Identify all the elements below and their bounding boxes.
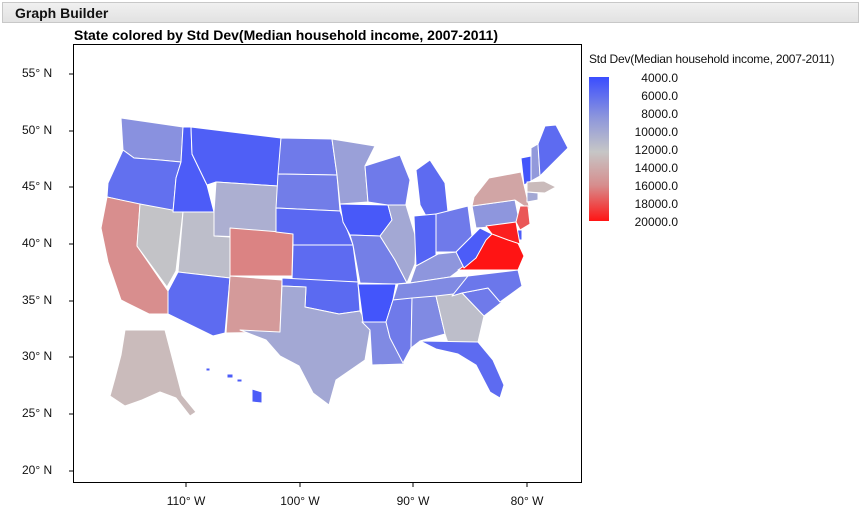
state-arizona[interactable] [167,271,231,337]
y-tick-25n: 25° N [22,406,53,420]
legend-label: 8000.0 [641,107,678,121]
state-massachusetts[interactable] [526,180,557,194]
y-tick-30n: 30° N [22,349,53,363]
legend-label: 4000.0 [641,71,678,85]
legend-label: 6000.0 [641,89,678,103]
y-tick-40n: 40° N [22,236,53,250]
y-tick-35n: 35° N [22,293,53,307]
state-hawaii[interactable] [205,367,263,404]
state-west-virginia[interactable] [455,227,493,269]
legend-label: 14000.0 [634,161,678,175]
state-texas[interactable] [239,285,371,406]
y-tick-55n: 55° N [22,66,53,80]
x-tick-90w: 90° W [396,494,430,508]
chart-title: State colored by Std Dev(Median househol… [74,27,499,43]
x-tick-100w: 100° W [280,494,320,508]
state-alabama[interactable] [410,295,446,349]
state-wisconsin[interactable] [364,154,411,211]
y-tick-20n: 20° N [22,463,53,477]
x-tick-110w: 110° W [166,494,206,508]
state-new-york[interactable] [471,171,531,211]
state-new-mexico[interactable] [225,275,283,334]
legend-title: Std Dev(Median household income, 2007-20… [589,52,835,66]
state-colorado[interactable] [229,227,294,277]
state-connecticut[interactable] [526,191,539,203]
y-tick-45n: 45° N [22,179,53,193]
state-montana[interactable] [190,126,282,187]
state-alaska[interactable] [109,329,197,417]
x-tick-80w: 80° W [510,494,544,508]
state-north-carolina[interactable] [451,269,523,303]
legend-label: 10000.0 [634,125,678,139]
state-north-dakota[interactable] [277,137,338,176]
legend-color-bar [589,77,609,221]
state-florida[interactable] [419,340,505,399]
state-michigan[interactable] [415,159,449,217]
state-south-dakota[interactable] [275,173,341,212]
state-new-jersey[interactable] [515,205,531,231]
legend-label: 18000.0 [634,197,678,211]
state-kansas[interactable] [291,244,359,283]
y-tick-50n: 50° N [22,123,53,137]
legend-label: 20000.0 [634,215,678,229]
legend-label: 16000.0 [634,179,678,193]
graph-builder-title: Graph Builder [15,5,109,21]
graph-builder-header: Graph Builder [2,2,859,23]
state-maryland[interactable] [485,221,521,245]
state-maine[interactable] [537,124,569,177]
legend-label: 12000.0 [634,143,678,157]
